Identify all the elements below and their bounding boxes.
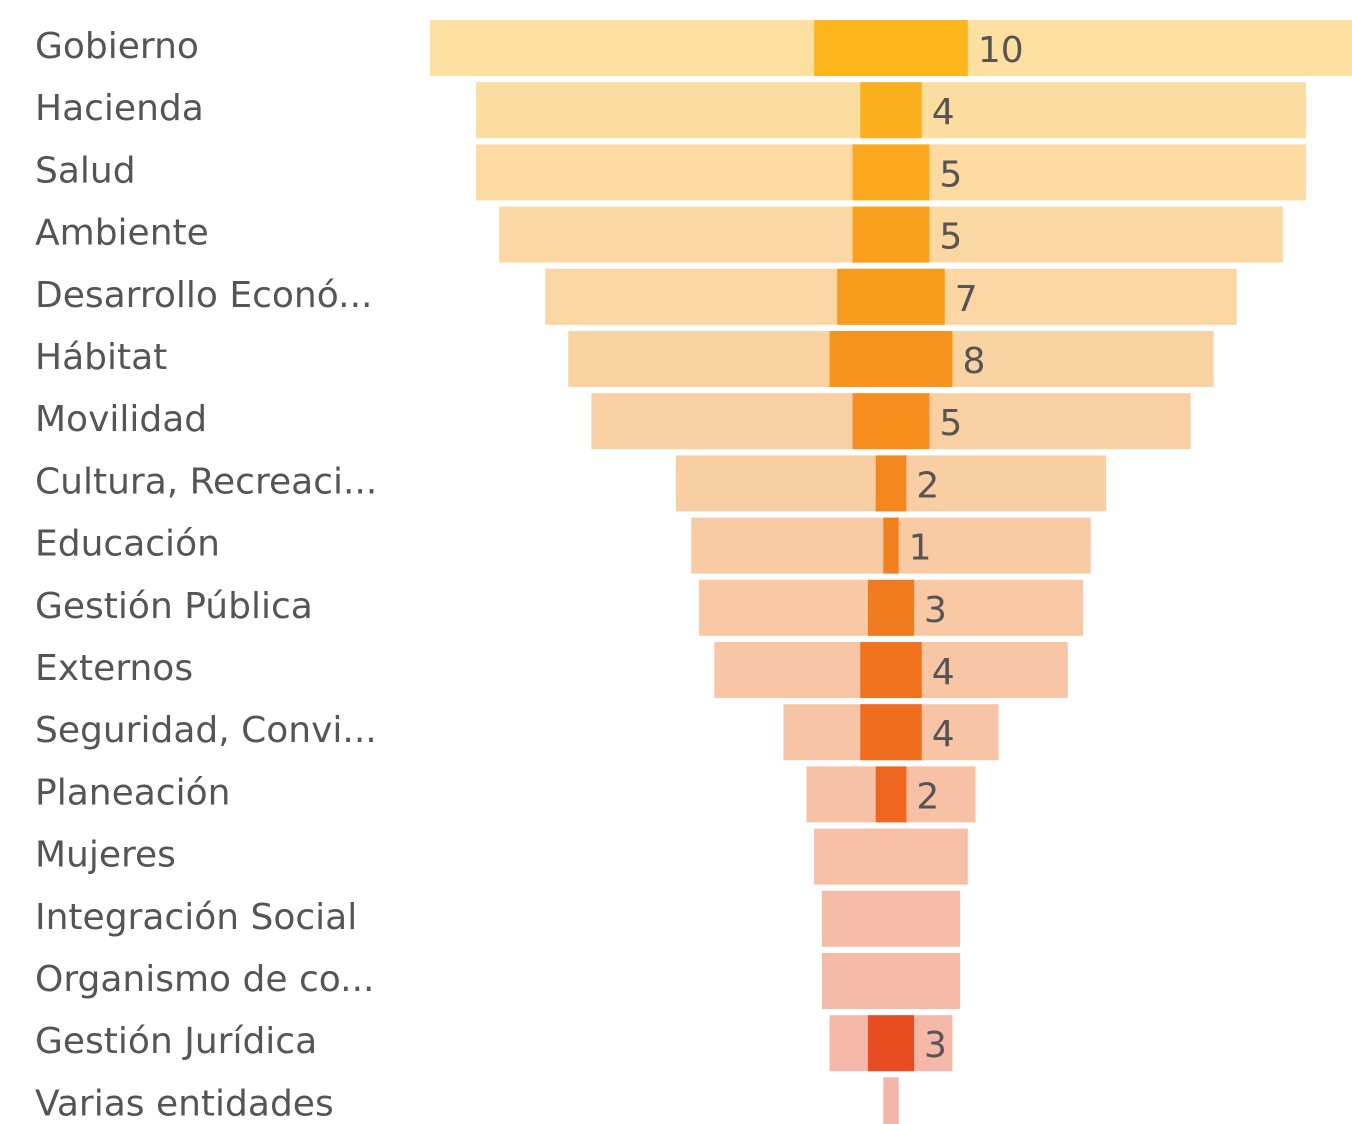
category-label: Organismo de co... [35,959,375,1000]
value-label: 10 [978,30,1024,71]
category-label: Externos [35,648,193,689]
value-label: 8 [962,341,985,382]
value-label: 2 [916,776,939,817]
funnel-bar [867,1015,915,1072]
value-label: 5 [939,154,962,195]
funnel-bar [837,268,945,325]
funnel-bar [814,828,968,885]
value-label: 5 [939,217,962,258]
category-label: Educación [35,524,220,565]
value-label: 4 [932,92,955,133]
funnel-bar [883,1077,899,1124]
funnel-bar [829,331,953,387]
funnel-bar [852,393,930,450]
funnel-bar [860,642,922,698]
value-label: 1 [909,528,932,569]
category-label: Ambiente [35,213,209,254]
value-label: 4 [932,714,955,755]
category-label: Cultura, Recreaci... [35,461,377,502]
category-label: Gobierno [35,26,199,67]
funnel-bar [875,455,907,512]
funnel-bar [814,20,968,76]
category-label: Desarrollo Econó... [35,275,372,316]
category-label: Hábitat [35,337,167,378]
funnel-bar [875,766,907,823]
category-label: Integración Social [35,897,357,938]
funnel-bar [883,517,899,574]
category-label: Seguridad, Convi... [35,710,377,751]
category-label: Hacienda [35,88,204,129]
value-label: 4 [932,652,955,693]
value-label: 5 [939,403,962,444]
funnel-bar [860,704,922,761]
category-label: Movilidad [35,399,207,440]
category-label: Mujeres [35,835,176,876]
funnel-bar [821,953,961,1009]
category-label: Varias entidades [35,1083,334,1124]
funnel-bar [852,206,930,263]
funnel-bar [860,82,922,139]
funnel-bar [867,579,915,636]
category-label: Gestión Pública [35,586,313,627]
category-label: Gestión Jurídica [35,1021,317,1062]
value-label: 3 [924,590,947,631]
category-label: Salud [35,150,136,191]
value-label: 3 [924,1025,947,1066]
category-label: Planeación [35,772,230,813]
value-label: 2 [916,465,939,506]
funnel-bar [852,144,930,201]
funnel-bar [821,890,961,947]
value-label: 7 [955,279,978,320]
